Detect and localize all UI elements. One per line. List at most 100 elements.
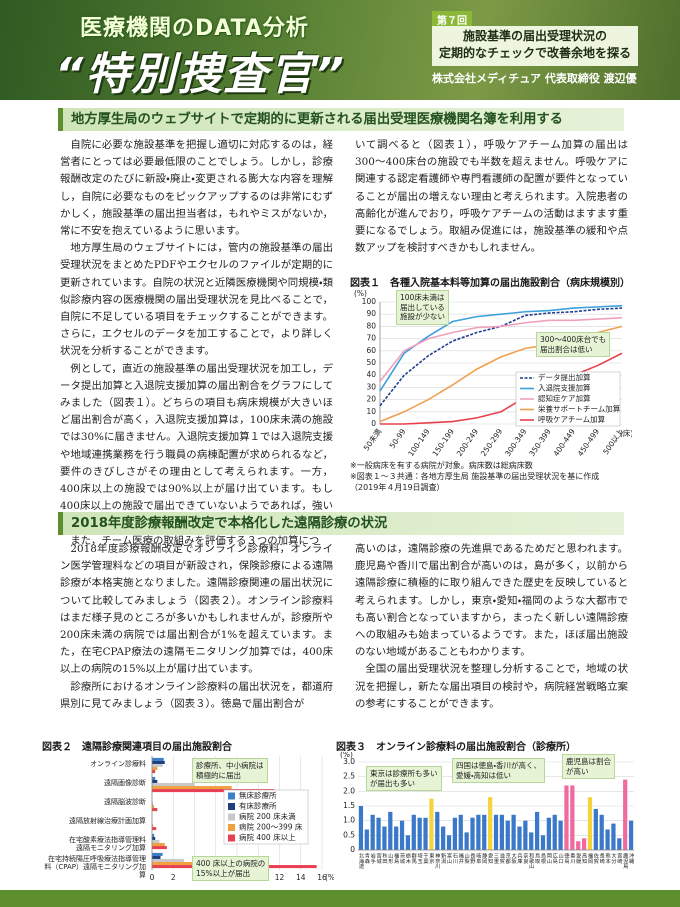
x-tick-label: 埼玉: [417, 852, 423, 864]
x-tick-label: 栃木: [405, 852, 411, 865]
legend-swatch: [228, 803, 235, 810]
bar: [423, 817, 428, 850]
bar: [358, 806, 364, 850]
x-tick-label: 山梨: [464, 852, 470, 865]
x-tick-label: 徳島: [563, 852, 569, 865]
x-tick-label: 鳥取: [534, 852, 540, 865]
y-tick-label: 0: [371, 419, 376, 428]
x-tick-label: 富山: [446, 852, 452, 865]
y-tick-label: 60: [366, 346, 376, 355]
bar: [152, 843, 165, 847]
bar: [152, 767, 158, 771]
x-tick-label: 広島: [552, 853, 558, 865]
y-tick-label: 2.5: [343, 772, 355, 781]
y-tick-label: 遠隔放射線治療計画加算: [69, 816, 146, 825]
paragraph: 全国の届出受理状況を整理し分析することで，地域の状況を把握し，新たな届出項目の検…: [355, 663, 628, 710]
bar: [388, 811, 393, 850]
legend-swatch: [228, 792, 235, 800]
y-tick-label: 遠隔画像診断: [104, 778, 146, 787]
x-tick-label: 12: [275, 873, 285, 882]
y-tick-label: 40: [366, 370, 376, 379]
bar: [405, 835, 411, 850]
x-unit: (%): [325, 873, 334, 882]
bar: [529, 832, 534, 850]
x-tick-label: 0: [150, 873, 155, 882]
bar: [511, 814, 516, 850]
text-column: 高いのは，遠隔診療の先進県であるためだと思われます。鹿児島や香川で届出割合が高い…: [355, 541, 628, 713]
legend-label: 入退院支援加算: [538, 383, 591, 393]
bar: [570, 785, 575, 850]
x-tick-label: 長野: [469, 853, 475, 864]
bar: [152, 805, 155, 809]
bar: [435, 811, 440, 850]
bar: [593, 808, 598, 850]
note: ※一般病床を有する病院が対象。病床数は総病床数: [350, 461, 533, 470]
article-title: 施設基準の届出受理状況の 定期的なチェックで改善余地を探る: [432, 26, 638, 66]
paragraph: 診療所におけるオンライン診療料の届出状況を，都道府県別に見てみましょう（図表３）…: [60, 680, 333, 710]
episode-badge: 第７回: [432, 11, 472, 28]
bar: [417, 817, 422, 850]
bar: [482, 814, 487, 850]
x-tick-label: 山形: [387, 852, 393, 865]
x-tick-label: 東京: [428, 852, 434, 864]
x-tick-label: 滋賀: [498, 852, 504, 865]
bar: [152, 763, 163, 768]
y-tick-label: 2.0: [343, 786, 355, 795]
bar: [411, 814, 416, 850]
paragraph: 自院に必要な施設基準を把握し適切に対応するのは，経営者にとっては必要最低限のこと…: [60, 139, 333, 238]
x-tick-label: 京都: [505, 853, 511, 865]
x-tick-label: 250-299: [479, 427, 504, 458]
paragraph: 地方厚生局のウェブサイトには，管内の施設基準の届出受理状況をまとめたPDFやエク…: [60, 242, 333, 358]
legend-label: データ提出加算: [538, 372, 591, 382]
bar: [152, 782, 195, 787]
main-title: “特別捜査官”: [55, 49, 346, 100]
y-tick-label: 70: [366, 334, 376, 343]
annotation: 診療所、中小病院は 積極的に届出: [192, 758, 268, 783]
annotation: 100床未満は 届出している 施設が少ない: [396, 290, 449, 325]
bar: [488, 797, 493, 850]
paragraph: 2018年度診療報酬改定でオンライン診療料，オンライン医学管理料などの項目が新設…: [60, 543, 333, 676]
bar: [581, 838, 587, 850]
y-unit: (%): [340, 752, 353, 759]
legend-label: 無床診療所: [239, 790, 277, 800]
bar: [364, 829, 369, 850]
annotation: 300～400床台でも 届出割合は低い: [536, 332, 611, 357]
x-tick-label: 岡山: [546, 853, 552, 865]
bar: [464, 832, 469, 850]
legend-label: 有床診療所: [239, 801, 277, 811]
x-tick-label: 鹿児島: [622, 852, 628, 870]
bar: [476, 814, 481, 850]
x-tick-label: 宮崎: [616, 852, 622, 864]
x-tick-label: 福井: [458, 852, 464, 865]
annotation: 東京は診療所も多い が届出も多い: [366, 766, 442, 791]
legend-label: 病院 400 床以上: [239, 833, 296, 842]
bar: [394, 826, 399, 850]
bar: [152, 776, 156, 780]
bar: [152, 779, 158, 783]
y-tick-label: 遠隔脳波診断: [104, 797, 146, 806]
x-tick-label: 16: [317, 873, 327, 882]
x-tick-label: 三重: [493, 853, 499, 864]
bar: [382, 826, 387, 850]
x-tick-label: 新潟: [440, 852, 446, 865]
paragraph: 高いのは，遠隔診療の先進県であるためだと思われます。鹿児島や香川で届出割合が高い…: [355, 543, 628, 659]
y-unit: (%): [354, 289, 367, 298]
x-tick-label: 静岡: [481, 852, 487, 865]
y-tick-label: 80: [366, 321, 376, 330]
bar: [540, 835, 546, 850]
x-tick-label: 群馬: [411, 852, 417, 865]
y-tick-label: 在宅酸素療法指導管理料 遠隔モニタリング加算: [69, 835, 146, 852]
text-column: 2018年度診療報酬改定でオンライン診療料，オンライン医学管理料などの項目が新設…: [60, 541, 333, 713]
bar: [534, 811, 540, 850]
bar: [458, 814, 463, 850]
x-tick-label: 山口: [558, 852, 564, 865]
y-tick-label: 0: [350, 845, 355, 854]
x-tick-label: 福岡: [587, 852, 593, 865]
bar: [558, 820, 563, 850]
x-tick-label: 沖縄: [628, 852, 634, 865]
x-tick-label: 200-249: [455, 427, 480, 458]
bar: [370, 814, 375, 850]
x-tick-label: 北海道: [358, 852, 364, 870]
bar: [152, 808, 158, 812]
